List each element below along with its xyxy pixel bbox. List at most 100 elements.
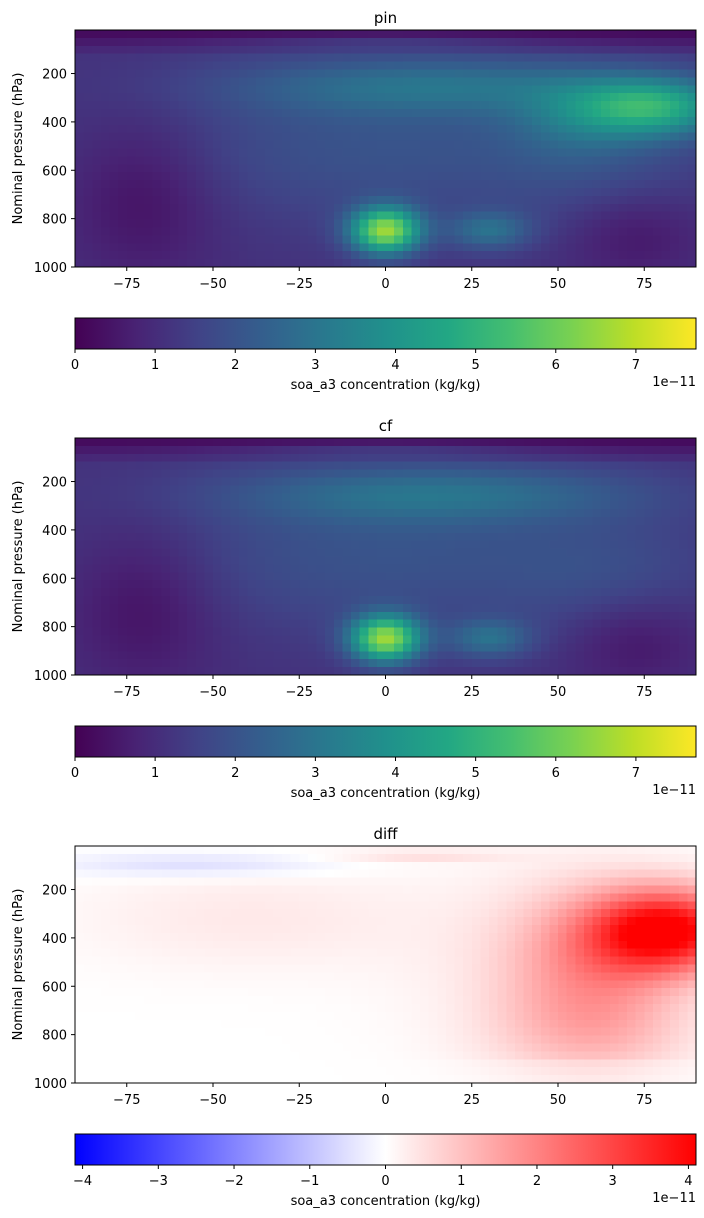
heatmap-cell bbox=[368, 619, 378, 629]
heatmap-cell bbox=[558, 588, 568, 597]
heatmap-cell bbox=[92, 980, 102, 989]
heatmap-cell bbox=[342, 30, 352, 39]
heatmap-cell bbox=[609, 469, 619, 479]
heatmap-cell bbox=[437, 148, 447, 157]
heatmap-cell bbox=[497, 195, 507, 205]
heatmap-cell bbox=[549, 572, 559, 581]
heatmap-cell bbox=[644, 243, 654, 252]
heatmap-cell bbox=[678, 651, 688, 660]
heatmap-cell bbox=[497, 477, 507, 486]
heatmap-cell bbox=[118, 124, 128, 134]
heatmap-cell bbox=[316, 188, 326, 197]
heatmap-cell bbox=[480, 172, 490, 181]
heatmap-cell bbox=[428, 172, 438, 181]
heatmap-cell bbox=[169, 964, 180, 973]
heatmap-cell bbox=[652, 477, 663, 486]
heatmap-cell bbox=[540, 30, 550, 39]
heatmap-cell bbox=[204, 956, 214, 966]
heatmap-cell bbox=[549, 140, 559, 150]
heatmap-cell bbox=[627, 61, 637, 71]
heatmap-cell bbox=[264, 619, 274, 629]
heatmap-cell bbox=[549, 180, 559, 189]
heatmap-cell bbox=[583, 195, 594, 205]
heatmap-cell bbox=[135, 211, 145, 221]
heatmap-cell bbox=[204, 203, 214, 213]
heatmap-cell bbox=[359, 235, 369, 244]
heatmap-cell bbox=[75, 1051, 85, 1060]
heatmap-cell bbox=[83, 925, 93, 934]
heatmap-cell bbox=[549, 77, 559, 86]
heatmap-cell bbox=[161, 909, 171, 918]
heatmap-cell bbox=[437, 501, 447, 510]
heatmap-cell bbox=[480, 69, 490, 78]
heatmap-cell bbox=[144, 517, 154, 526]
heatmap-cell bbox=[195, 988, 205, 997]
heatmap-cell bbox=[437, 85, 447, 94]
heatmap-cell bbox=[100, 925, 111, 934]
heatmap-cell bbox=[187, 996, 197, 1005]
heatmap-cell bbox=[169, 101, 180, 110]
heatmap-cell bbox=[532, 438, 542, 447]
heatmap-cell bbox=[178, 846, 188, 855]
heatmap-cell bbox=[471, 445, 481, 455]
heatmap-cell bbox=[109, 603, 119, 613]
heatmap-cell bbox=[118, 493, 128, 502]
heatmap-cell bbox=[558, 132, 568, 142]
heatmap-cell bbox=[558, 572, 568, 581]
heatmap-cell bbox=[376, 643, 387, 652]
heatmap-cell bbox=[118, 45, 128, 55]
heatmap-cell bbox=[661, 203, 671, 213]
heatmap-cell bbox=[661, 461, 671, 471]
heatmap-cell bbox=[342, 469, 352, 479]
heatmap-cell bbox=[161, 461, 171, 471]
heatmap-cell bbox=[221, 188, 231, 197]
heatmap-cell bbox=[351, 101, 361, 110]
heatmap-cell bbox=[187, 1051, 197, 1060]
heatmap-cell bbox=[376, 156, 387, 165]
heatmap-cell bbox=[316, 627, 326, 637]
heatmap-cell bbox=[161, 45, 171, 55]
heatmap-cell bbox=[178, 548, 188, 558]
heatmap-cell bbox=[678, 603, 688, 613]
heatmap-cell bbox=[230, 524, 240, 534]
heatmap-cell bbox=[221, 588, 231, 597]
heatmap-cell bbox=[480, 461, 490, 471]
heatmap-cell bbox=[169, 477, 180, 486]
heatmap-cell bbox=[523, 77, 533, 86]
heatmap-cell bbox=[618, 77, 628, 86]
heatmap-cell bbox=[213, 572, 223, 581]
heatmap-cell bbox=[411, 532, 421, 542]
heatmap-cell bbox=[489, 461, 499, 471]
heatmap-cell bbox=[394, 77, 404, 86]
heatmap-cell bbox=[368, 132, 378, 142]
heatmap-cell bbox=[454, 548, 464, 558]
heatmap-cell bbox=[135, 77, 145, 86]
heatmap-cell bbox=[135, 1035, 145, 1045]
heatmap-cell bbox=[325, 572, 335, 581]
heatmap-cell bbox=[247, 53, 257, 63]
heatmap-cell bbox=[635, 148, 645, 157]
heatmap-cell bbox=[652, 524, 663, 534]
heatmap-cell bbox=[497, 588, 507, 597]
heatmap-cell bbox=[273, 603, 283, 613]
heatmap-cell bbox=[187, 211, 197, 221]
heatmap-cell bbox=[83, 885, 93, 894]
heatmap-cell bbox=[523, 667, 533, 676]
heatmap-cell bbox=[583, 651, 594, 660]
heatmap-cell bbox=[566, 445, 576, 455]
heatmap-cell bbox=[351, 627, 361, 637]
heatmap-cell bbox=[523, 109, 533, 118]
heatmap-cell bbox=[144, 453, 154, 463]
heatmap-cell bbox=[118, 603, 128, 613]
heatmap-cell bbox=[506, 172, 516, 181]
heatmap-cell bbox=[195, 1004, 205, 1013]
heatmap-cell bbox=[109, 540, 119, 550]
heatmap-cell bbox=[161, 61, 171, 71]
heatmap-cell bbox=[428, 596, 438, 605]
heatmap-cell bbox=[299, 211, 309, 221]
heatmap-cell bbox=[540, 659, 550, 668]
heatmap-cell bbox=[187, 596, 197, 605]
heatmap-cell bbox=[497, 45, 507, 55]
heatmap-cell bbox=[540, 588, 550, 597]
heatmap-cell bbox=[126, 85, 136, 94]
